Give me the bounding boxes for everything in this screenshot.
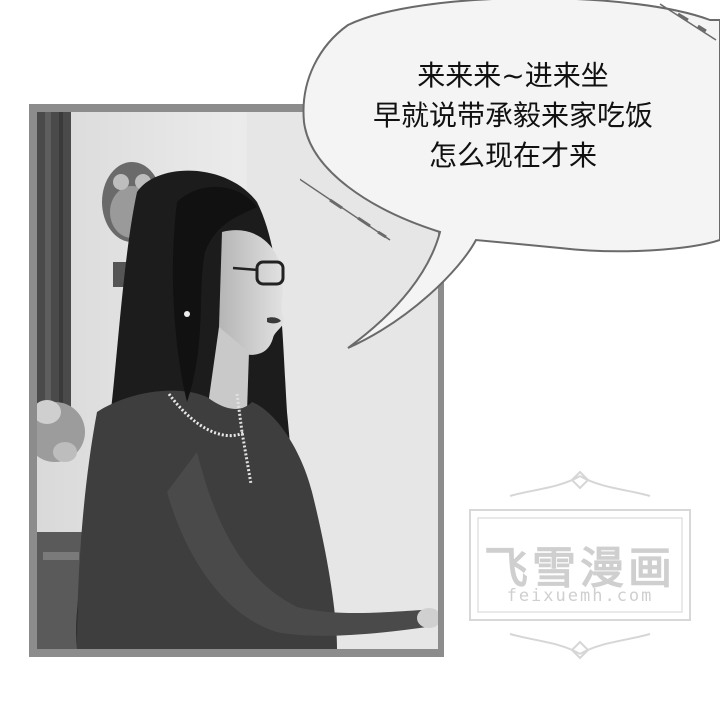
watermark-ornament-icon [469, 470, 691, 660]
speech-bubble: 来来来~进来坐 早就说带承毅来家吃饭 怎么现在才来 [300, 0, 720, 350]
speech-line-1: 来来来~进来坐 [417, 59, 609, 92]
watermark-bottom: 飞雪漫画 feixuemh.com [440, 470, 720, 660]
speech-line-3: 怎么现在才来 [428, 139, 597, 172]
speech-bubble-text: 来来来~进来坐 早就说带承毅来家吃饭 怎么现在才来 [314, 56, 712, 176]
speech-line-2: 早就说带承毅来家吃饭 [372, 99, 653, 132]
speech-bubble-shape-icon [300, 0, 720, 349]
watermark-title: 飞雪漫画 [484, 543, 676, 594]
watermark-subtitle: feixuemh.com [506, 586, 654, 606]
